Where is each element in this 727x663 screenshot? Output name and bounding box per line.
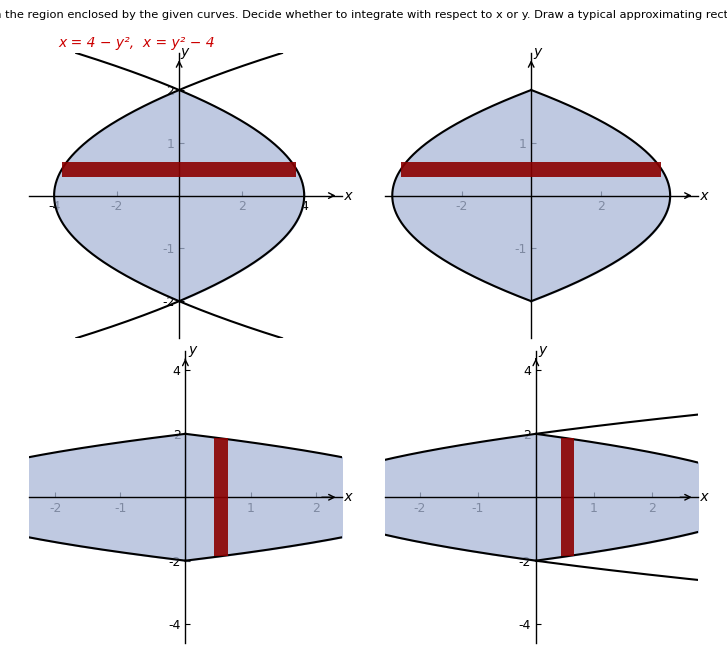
Text: x: x	[696, 188, 709, 203]
Bar	[561, 438, 574, 556]
Text: x: x	[696, 490, 709, 505]
Text: x = 4 − y²,  x = y² − 4: x = 4 − y², x = y² − 4	[58, 36, 214, 50]
Bar	[62, 162, 297, 176]
Text: y: y	[188, 343, 197, 357]
Text: y: y	[533, 45, 541, 59]
Text: x: x	[340, 188, 353, 203]
Text: Sketch the region enclosed by the given curves. Decide whether to integrate with: Sketch the region enclosed by the given …	[0, 10, 727, 20]
Text: x: x	[340, 490, 353, 505]
Bar	[401, 162, 662, 176]
Bar	[214, 438, 228, 556]
Text: y: y	[181, 45, 189, 59]
Text: y: y	[539, 343, 547, 357]
